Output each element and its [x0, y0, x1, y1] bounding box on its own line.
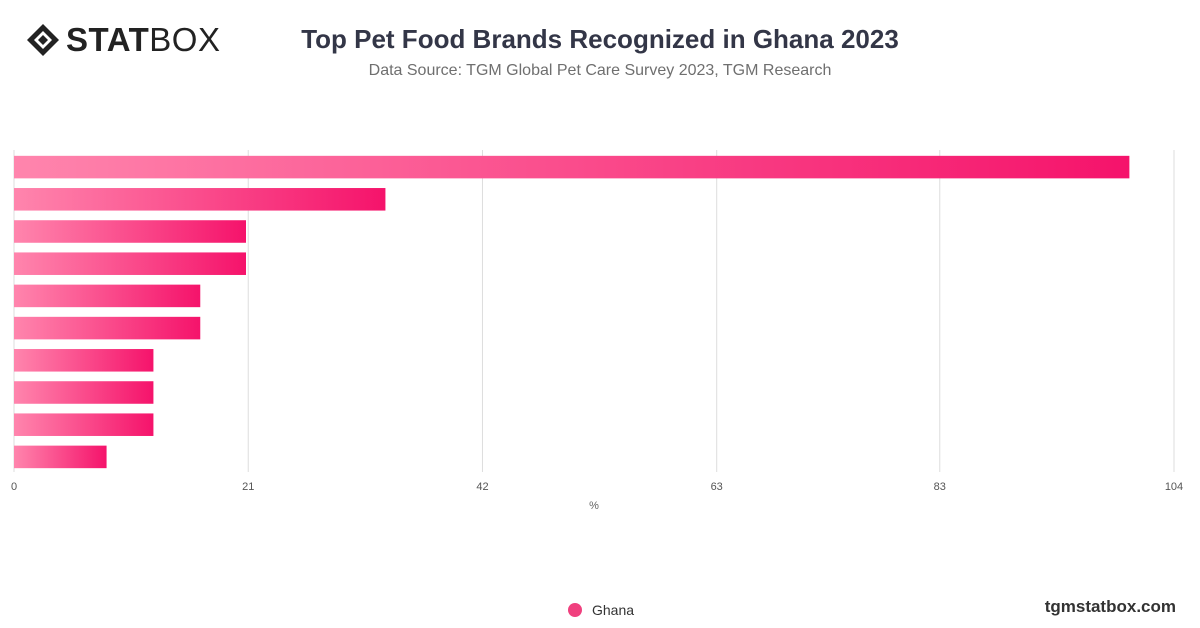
bar[interactable]: [14, 188, 386, 211]
logo-wordmark-bold: STAT: [66, 21, 150, 58]
legend-label-ghana: Ghana: [592, 602, 635, 618]
watermark: tgmstatbox.com: [1044, 597, 1176, 616]
logo-wordmark-light: BOX: [149, 21, 221, 58]
x-tick-label: 21: [242, 481, 254, 493]
x-tick-label: 42: [476, 481, 488, 493]
x-tick-label: 63: [711, 481, 723, 493]
bar[interactable]: [14, 316, 201, 340]
chart-subtitle: Data Source: TGM Global Pet Care Survey …: [368, 62, 832, 79]
bar[interactable]: [14, 445, 107, 469]
bar[interactable]: [14, 349, 154, 372]
x-axis-label: %: [589, 500, 599, 512]
x-tick-label: 0: [11, 481, 17, 493]
bar[interactable]: [14, 284, 201, 308]
legend-dot: [568, 603, 582, 617]
statbox-diamond-icon: [27, 24, 59, 56]
x-tick-label: 83: [934, 481, 946, 493]
bar[interactable]: [14, 155, 1130, 179]
x-tick-label: 104: [1165, 481, 1183, 493]
bar[interactable]: [14, 252, 246, 275]
legend[interactable]: Ghana: [568, 602, 634, 618]
statbox-logo: STATBOX: [26, 22, 220, 58]
bar[interactable]: [14, 220, 246, 243]
bar[interactable]: [14, 381, 154, 404]
bar[interactable]: [14, 413, 154, 436]
logo-wordmark: STATBOX: [66, 22, 220, 58]
chart-title: Top Pet Food Brands Recognized in Ghana …: [301, 24, 899, 54]
